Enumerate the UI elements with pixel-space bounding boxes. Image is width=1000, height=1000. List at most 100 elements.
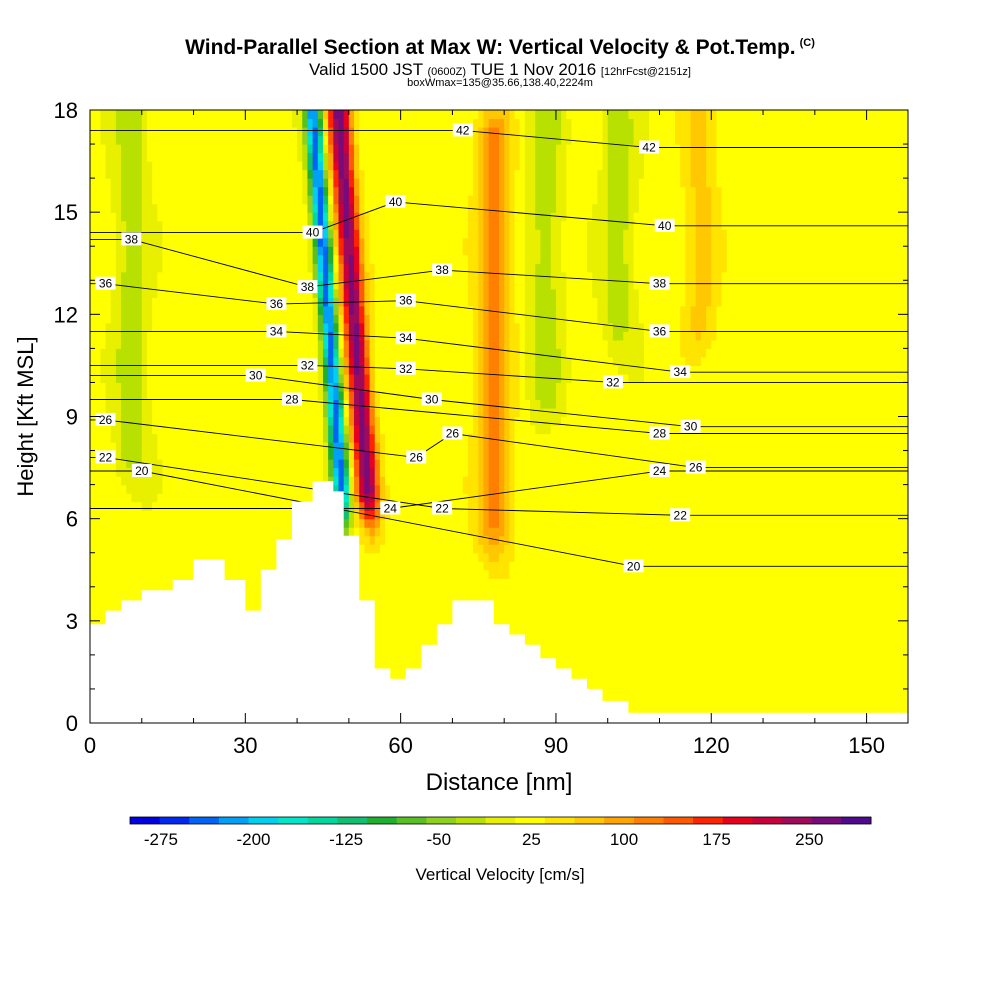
velocity-cell [426, 161, 433, 171]
velocity-cell [229, 510, 236, 520]
velocity-cell [167, 263, 174, 273]
velocity-cell [426, 263, 433, 273]
velocity-cell [136, 203, 143, 213]
velocity-cell [203, 390, 210, 401]
velocity-cell [395, 339, 402, 349]
velocity-cell [214, 518, 221, 528]
velocity-cell [260, 186, 267, 196]
velocity-cell [95, 348, 101, 358]
velocity-cell [416, 348, 422, 358]
velocity-cell [126, 118, 133, 128]
velocity-cell [297, 237, 303, 247]
velocity-cell [307, 348, 314, 358]
velocity-cell [442, 280, 448, 290]
velocity-cell [136, 110, 143, 120]
velocity-cell [90, 561, 96, 571]
velocity-cell [317, 450, 324, 460]
velocity-cell [250, 322, 257, 332]
velocity-cell [390, 484, 397, 494]
velocity-cell [136, 305, 143, 315]
velocity-cell [219, 237, 226, 247]
velocity-cell [105, 348, 112, 358]
velocity-cell [198, 195, 205, 205]
velocity-cell [193, 314, 200, 324]
velocity-cell [131, 331, 138, 341]
velocity-cell [302, 416, 309, 426]
velocity-cell [152, 127, 158, 137]
velocity-cell [291, 416, 298, 426]
velocity-cell [374, 356, 381, 367]
velocity-cell [193, 501, 200, 511]
velocity-cell [146, 212, 153, 222]
velocity-cell [240, 510, 246, 520]
velocity-cell [90, 390, 96, 401]
velocity-cell [115, 314, 122, 324]
velocity-cell [421, 620, 428, 630]
velocity-cell [219, 518, 226, 528]
velocity-cell [146, 186, 153, 196]
velocity-cell [322, 220, 329, 230]
velocity-cell [126, 288, 133, 298]
velocity-cell [203, 399, 210, 409]
velocity-cell [229, 484, 236, 494]
velocity-cell [209, 314, 215, 324]
velocity-cell [90, 382, 96, 392]
velocity-cell [240, 305, 246, 315]
velocity-cell [333, 425, 340, 435]
velocity-cell [240, 195, 246, 205]
velocity-cell [126, 314, 133, 324]
velocity-cell [359, 552, 365, 562]
velocity-cell [359, 535, 365, 545]
velocity-cell [281, 493, 288, 503]
velocity-cell [110, 152, 117, 162]
velocity-cell [395, 263, 402, 273]
velocity-cell [136, 544, 143, 554]
velocity-cell [410, 518, 417, 528]
velocity-cell [224, 263, 231, 273]
velocity-cell [121, 459, 127, 469]
velocity-cell [431, 203, 438, 213]
velocity-cell [172, 305, 179, 315]
velocity-cell [348, 135, 355, 145]
velocity-cell [203, 510, 210, 520]
velocity-cell [379, 561, 386, 571]
velocity-cell [379, 246, 386, 256]
velocity-cell [317, 476, 324, 486]
velocity-cell [354, 433, 360, 443]
velocity-cell [250, 152, 257, 162]
velocity-cell [410, 178, 417, 188]
velocity-cell [266, 339, 272, 349]
velocity-cell [234, 373, 241, 384]
velocity-cell [328, 229, 334, 239]
velocity-cell [416, 510, 422, 520]
velocity-cell [291, 450, 298, 460]
velocity-cell [110, 169, 117, 179]
velocity-cell [348, 118, 355, 128]
velocity-cell [442, 297, 448, 307]
velocity-cell [198, 288, 205, 298]
velocity-cell [141, 118, 148, 128]
velocity-cell [260, 178, 267, 188]
velocity-cell [95, 390, 101, 401]
velocity-cell [436, 118, 443, 128]
velocity-cell [302, 169, 309, 179]
velocity-cell [214, 135, 221, 145]
velocity-cell [110, 263, 117, 273]
velocity-cell [110, 518, 117, 528]
velocity-cell [354, 127, 360, 137]
velocity-cell [359, 254, 365, 264]
velocity-cell [255, 152, 262, 162]
velocity-cell [271, 399, 277, 409]
velocity-cell [162, 552, 169, 562]
velocity-cell [312, 203, 319, 213]
velocity-cell [115, 399, 122, 409]
velocity-cell [157, 544, 164, 554]
valid-prefix: Valid 1500 JST [309, 60, 423, 79]
velocity-cell [245, 220, 252, 230]
velocity-cell [276, 501, 283, 511]
velocity-cell [172, 186, 179, 196]
velocity-cell [198, 450, 205, 460]
velocity-cell [240, 186, 246, 196]
velocity-cell [379, 552, 386, 562]
velocity-cell [105, 169, 112, 179]
